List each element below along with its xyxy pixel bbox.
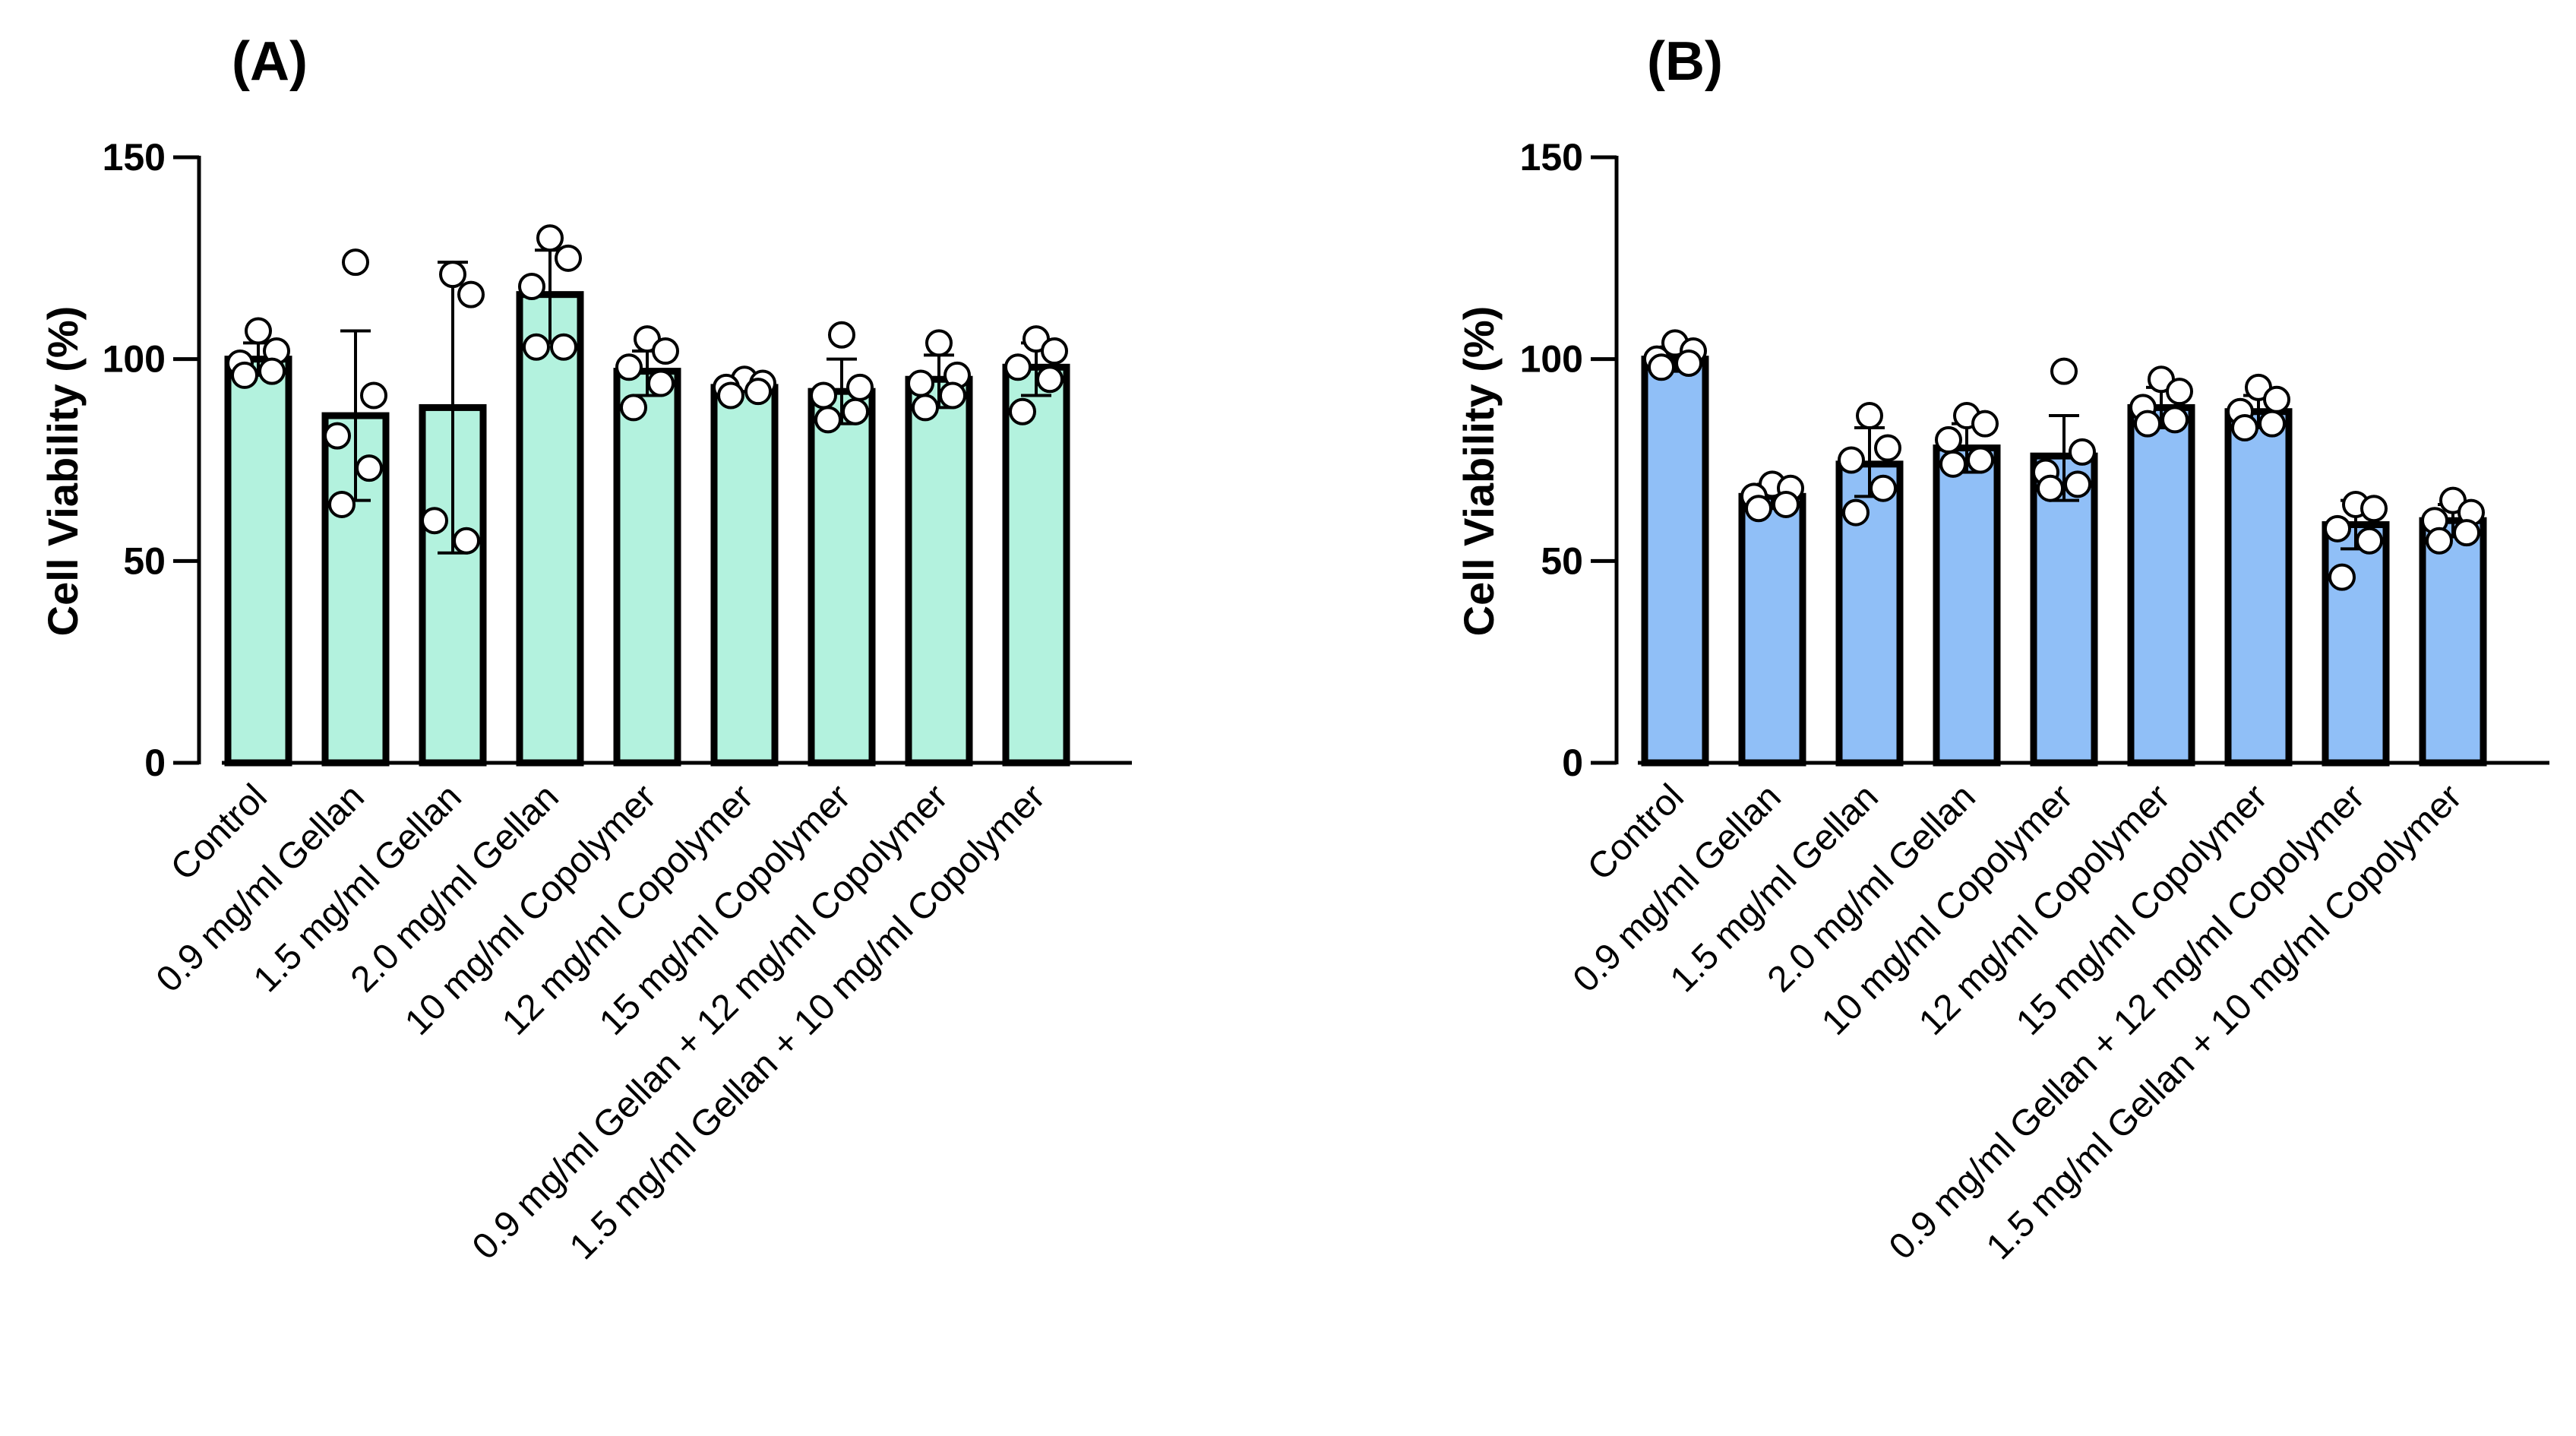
panel-b-bar-0 <box>1641 356 1709 767</box>
panel-a-point-1-0 <box>342 248 369 277</box>
panel-b-point-5-3 <box>2161 406 2189 434</box>
panel-a-point-4-2 <box>615 353 643 381</box>
panel-b-point-1-3 <box>1772 490 1800 518</box>
panel-b-point-1-4 <box>1745 495 1772 523</box>
panel-a-point-3-0 <box>536 224 564 252</box>
panel-a-label: (A) <box>232 31 308 92</box>
panel-a: (A) Cell Viability (%) 050100150Control0… <box>39 31 1132 1267</box>
panel-a-point-2-3 <box>453 527 480 555</box>
panel-a-point-1-4 <box>328 490 356 518</box>
panel-b-point-4-1 <box>2069 438 2096 466</box>
panel-b-point-7-1 <box>2360 495 2388 523</box>
panel-a-bar-4 <box>613 368 681 767</box>
panel-a-point-2-1 <box>457 280 485 308</box>
panel-a-point-1-1 <box>360 381 387 410</box>
panel-b-point-0-4 <box>1648 353 1675 381</box>
panel-a-point-2-2 <box>421 507 448 535</box>
panel-b-bar-7 <box>2322 521 2390 767</box>
panel-b-bar-1 <box>1738 492 1806 767</box>
panel-a-point-4-1 <box>652 337 679 365</box>
panel-a-point-6-1 <box>846 373 874 401</box>
panel-b-point-4-0 <box>2050 357 2078 385</box>
panel-a-point-7-4 <box>912 394 939 422</box>
panel-b-point-8-3 <box>2453 519 2480 547</box>
panel-b-point-3-1 <box>1971 410 1999 438</box>
panel-a-point-8-1 <box>1041 337 1068 365</box>
panel-b-point-3-3 <box>1967 446 1994 474</box>
panel-b-point-4-3 <box>2064 470 2091 498</box>
panel-b-point-2-2 <box>1838 446 1865 474</box>
panel-b-point-7-4 <box>2328 563 2356 591</box>
panel-a-bar-5 <box>710 384 779 767</box>
panel-b-point-3-2 <box>1935 425 1962 454</box>
panel-a-point-6-3 <box>842 397 869 425</box>
panel-a-point-5-4 <box>717 381 744 410</box>
panel-b-point-4-4 <box>2037 474 2064 502</box>
panel-b-point-2-3 <box>1870 474 1897 502</box>
panel-a-point-2-0 <box>439 261 466 289</box>
panel-b-point-3-4 <box>1939 450 1967 478</box>
panel-b-point-2-4 <box>1842 498 1870 527</box>
panel-a-point-8-4 <box>1009 397 1036 425</box>
panel-a-point-7-0 <box>925 329 953 357</box>
panel-a-y-tick-label-2: 100 <box>103 338 166 381</box>
panel-b-bar-3 <box>1933 444 2001 767</box>
panel-b-point-7-3 <box>2356 527 2383 555</box>
panel-a-bar-8 <box>1002 363 1070 767</box>
panel-b-point-0-3 <box>1675 349 1702 377</box>
panel-a-point-7-3 <box>939 381 966 410</box>
panel-a-point-4-4 <box>620 394 647 422</box>
panel-a-point-3-2 <box>518 273 545 301</box>
panel-a-point-6-4 <box>814 406 842 434</box>
panel-a-point-1-2 <box>324 422 351 450</box>
panel-b-label: (B) <box>1647 31 1723 92</box>
panel-b-point-2-0 <box>1856 402 1883 430</box>
panel-a-point-0-0 <box>245 317 272 345</box>
panel-b-y-tick-label-3: 150 <box>1520 136 1583 179</box>
panel-b-bar-4 <box>2030 452 2098 767</box>
panel-b-point-8-4 <box>2426 527 2453 555</box>
panel-b-bar-8 <box>2419 517 2487 767</box>
panel-a-bar-7 <box>905 375 973 767</box>
panel-b-point-5-1 <box>2166 378 2193 406</box>
panel-b-point-6-1 <box>2263 385 2290 413</box>
panel-a-y-tick-label-0: 0 <box>144 742 166 784</box>
panel-b: (B) Cell Viability (%) 050100150Control0… <box>1455 31 2549 1267</box>
panel-a-y-axis-label: Cell Viability (%) <box>39 306 87 637</box>
panel-a-point-6-2 <box>810 381 837 410</box>
panel-b-point-7-2 <box>2324 514 2351 542</box>
panel-a-point-8-3 <box>1036 365 1064 394</box>
panel-b-point-6-4 <box>2231 413 2258 441</box>
panel-b-y-axis-label: Cell Viability (%) <box>1455 306 1503 637</box>
panel-a-point-3-4 <box>523 333 550 361</box>
panel-b-point-2-1 <box>1874 434 1901 462</box>
panel-a-point-5-3 <box>744 378 772 406</box>
panel-a-point-6-0 <box>828 321 855 349</box>
panel-a-point-7-2 <box>907 369 934 397</box>
panel-a-point-0-4 <box>231 361 258 389</box>
panel-b-point-5-4 <box>2134 410 2161 438</box>
panel-a-point-3-3 <box>550 333 577 361</box>
panel-a-point-0-3 <box>258 357 286 385</box>
panel-a-bar-0 <box>224 356 292 767</box>
panel-b-y-tick-label-0: 0 <box>1562 742 1583 784</box>
panel-a-point-3-1 <box>555 244 582 272</box>
panel-a-y-tick-label-1: 50 <box>123 539 166 582</box>
panel-a-point-8-2 <box>1004 353 1032 381</box>
panel-a-bar-3 <box>516 291 584 767</box>
panel-b-bar-5 <box>2127 403 2195 767</box>
panel-b-point-6-3 <box>2258 410 2286 438</box>
panel-a-point-1-3 <box>356 454 383 482</box>
panel-a-point-4-3 <box>647 369 675 397</box>
panel-b-bar-6 <box>2224 408 2293 767</box>
panel-b-y-tick-label-2: 100 <box>1520 338 1583 381</box>
panel-b-y-tick-label-1: 50 <box>1541 539 1583 582</box>
panel-a-bar-6 <box>808 387 876 767</box>
panel-a-y-tick-label-3: 150 <box>103 136 166 179</box>
